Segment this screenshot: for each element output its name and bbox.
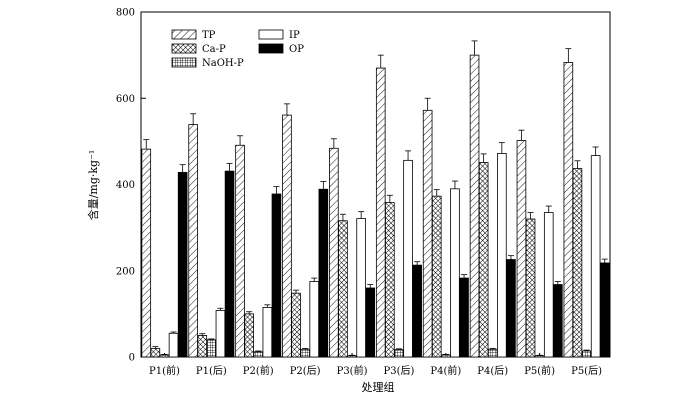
legend-label: IP <box>289 30 300 41</box>
bar-op <box>459 277 469 358</box>
bar-naoh-p <box>300 348 310 358</box>
legend: TP Ca-P NaOH-P IP OP <box>171 29 304 69</box>
y-axis-title: 含量/mg·kg⁻¹ <box>86 150 100 221</box>
legend-label: NaOH-P <box>202 58 244 69</box>
bar-ip <box>309 281 320 358</box>
bar-tp <box>235 144 245 358</box>
legend-label: Ca-P <box>202 44 226 55</box>
x-axis: P1(前) P1(后) P2(前) P2(后) P3(前) P3(后) P4(前) P4(后)… <box>149 353 602 377</box>
bar-naoh-p <box>206 339 217 358</box>
bar-tp <box>516 140 527 358</box>
bar-naoh-p <box>534 355 545 358</box>
bar-tp <box>469 54 480 358</box>
bar-tp <box>282 114 292 358</box>
y-tick-label: 200 <box>116 266 135 277</box>
bar-ca-p <box>385 202 395 358</box>
legend-swatch <box>171 43 197 54</box>
legend-label: TP <box>202 30 216 41</box>
x-tick-label: P3(后) <box>383 365 414 377</box>
bar-ip <box>168 332 179 358</box>
bar-tp <box>188 124 198 358</box>
x-axis-title: 处理组 <box>362 380 395 394</box>
x-tick-label: P2(前) <box>243 364 274 377</box>
bar-ip <box>450 188 460 358</box>
bar-ip <box>403 159 413 358</box>
bar-tp <box>375 67 386 358</box>
legend-swatch <box>258 29 284 40</box>
bar-op <box>177 172 188 358</box>
bar-ip <box>590 155 601 358</box>
bar-ip <box>543 212 554 358</box>
bar-op <box>599 262 610 358</box>
bar-ca-p <box>197 335 208 358</box>
x-tick-label: P2(后) <box>290 365 321 377</box>
bar-ca-p <box>150 347 161 358</box>
bar-ip <box>497 153 507 358</box>
bar-tp <box>329 147 339 358</box>
bar-op <box>318 188 329 358</box>
bar-ip <box>262 307 273 358</box>
legend-swatch <box>171 57 197 68</box>
bar-tp <box>141 148 152 358</box>
bar-ip <box>215 310 226 358</box>
bar-ip <box>356 218 366 358</box>
x-tick-label: P1(后) <box>196 365 227 377</box>
bar-op <box>553 284 563 358</box>
bar-ca-p <box>244 313 254 358</box>
bar-ca-p <box>291 292 301 358</box>
bar-naoh-p <box>159 354 170 358</box>
bar-op <box>271 193 282 358</box>
bar-naoh-p <box>347 355 357 358</box>
x-tick-label: P5(后) <box>571 365 602 377</box>
legend-swatch <box>258 43 284 54</box>
x-tick-label: P5(前) <box>524 364 555 377</box>
bar-op <box>412 264 422 358</box>
bar-op <box>365 287 376 358</box>
y-tick-label: 0 <box>129 353 135 364</box>
bar-tp <box>422 109 433 358</box>
legend-label: OP <box>289 44 304 55</box>
bar-ca-p <box>478 162 489 358</box>
y-tick-label: 600 <box>116 94 135 105</box>
bar-naoh-p <box>487 348 498 358</box>
bar-ca-p <box>431 195 442 358</box>
bars-layer <box>141 40 610 358</box>
x-tick-label: P1(前) <box>149 364 180 377</box>
bar-naoh-p <box>253 351 264 358</box>
y-tick-label: 400 <box>116 180 135 191</box>
x-tick-label: P4(前) <box>430 364 461 377</box>
y-tick-label: 800 <box>116 8 135 19</box>
bar-naoh-p <box>441 354 451 358</box>
x-tick-label: P3(前) <box>337 364 368 377</box>
bar-ca-p <box>525 218 536 358</box>
bar-naoh-p <box>581 350 592 358</box>
bar-op <box>224 170 235 358</box>
bar-ca-p <box>338 220 348 358</box>
bar-ca-p <box>572 168 583 358</box>
bar-tp <box>563 62 574 358</box>
legend-swatch <box>171 29 197 40</box>
bar-naoh-p <box>394 349 404 358</box>
x-tick-label: P4(后) <box>477 365 508 377</box>
bar-op <box>506 259 516 358</box>
